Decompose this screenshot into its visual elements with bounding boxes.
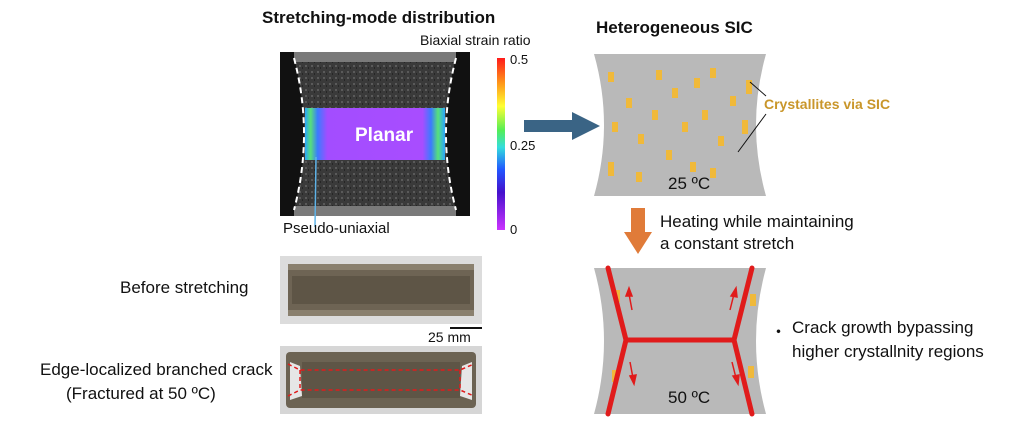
crack-note-line2: higher crystallnity regions (792, 342, 984, 361)
specimen-fractured-photo (280, 346, 482, 414)
strain-map (280, 52, 470, 228)
colorbar (497, 58, 505, 230)
colorbar-tick-mid: 0.25 (510, 138, 536, 153)
pseudo-uniaxial-pointer (314, 156, 317, 228)
heating-step-line1: Heating while maintaining (660, 212, 854, 231)
crack-direction-arrows (624, 285, 740, 387)
crack-label-line1: Edge-localized branched crack (40, 360, 273, 379)
crystallites-label: Crystallites via SIC (764, 96, 891, 112)
colorbar-tick-bottom: 0 (510, 222, 518, 237)
pseudo-uniaxial-label: Pseudo-uniaxial (283, 220, 390, 237)
crystallite-pointer-1 (749, 81, 767, 97)
crack-note-line1: Crack growth bypassing (792, 318, 974, 337)
crack-label-line2: (Fractured at 50 ºC) (66, 384, 216, 403)
temp-50c: 50 ºC (668, 388, 711, 407)
orange-arrow (624, 208, 652, 254)
specimen-before-photo (280, 256, 482, 324)
blue-arrow (524, 112, 600, 140)
temp-25c: 25 ºC (668, 174, 711, 193)
planar-label: Planar (355, 125, 414, 146)
scale-bar-label: 25 mm (428, 329, 471, 345)
sheet-50c (594, 265, 766, 417)
colorbar-title: Biaxial strain ratio (420, 32, 531, 48)
crystallite-pointer-2 (737, 113, 767, 153)
branched-crack (605, 265, 755, 417)
before-stretching-label: Before stretching (120, 278, 249, 297)
right-panel-title: Heterogeneous SIC (596, 18, 753, 37)
colorbar-tick-top: 0.5 (510, 52, 529, 67)
bullet: ・ (770, 323, 787, 342)
heating-step-line2: a constant stretch (660, 234, 795, 253)
sheet-25c (594, 54, 767, 196)
crystallites-top (608, 68, 752, 182)
left-panel-title: Stretching-mode distribution (262, 8, 496, 27)
scale-bar (450, 327, 482, 329)
